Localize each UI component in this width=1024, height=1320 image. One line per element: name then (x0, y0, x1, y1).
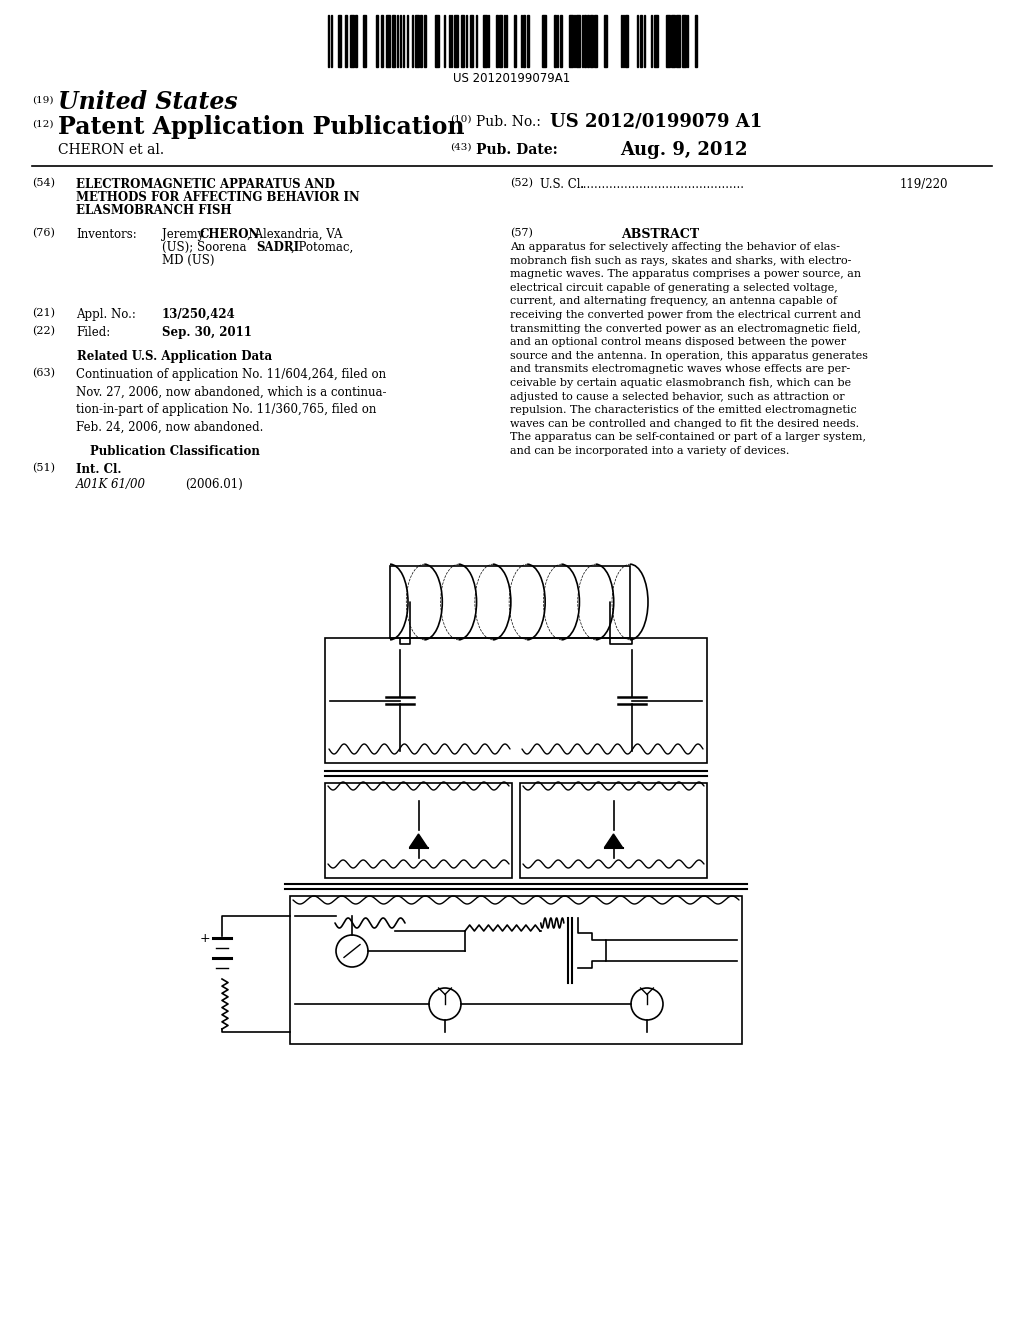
Text: Sep. 30, 2011: Sep. 30, 2011 (162, 326, 252, 339)
Bar (527, 15, 529, 67)
Text: , Potomac,: , Potomac, (291, 242, 353, 253)
Bar (345, 15, 347, 67)
Bar (461, 15, 464, 67)
Bar (376, 15, 378, 67)
Text: (54): (54) (32, 178, 55, 189)
Text: (10): (10) (450, 115, 471, 124)
Text: (43): (43) (450, 143, 471, 152)
Text: (21): (21) (32, 308, 55, 318)
Text: (51): (51) (32, 463, 55, 474)
Text: ABSTRACT: ABSTRACT (621, 228, 699, 242)
Text: 13/250,424: 13/250,424 (162, 308, 236, 321)
Bar (420, 15, 422, 67)
Bar (575, 15, 580, 67)
Text: (19): (19) (32, 96, 53, 106)
Bar (424, 15, 426, 67)
Bar (392, 15, 395, 67)
Text: 119/220: 119/220 (900, 178, 948, 191)
Bar (325, 783, 512, 878)
Text: Aug. 9, 2012: Aug. 9, 2012 (620, 141, 748, 158)
Text: Appl. No.:: Appl. No.: (76, 308, 136, 321)
Text: Pub. No.:: Pub. No.: (476, 115, 541, 129)
Bar (554, 15, 556, 67)
Text: U.S. Cl.: U.S. Cl. (540, 178, 585, 191)
Text: SADRI: SADRI (256, 242, 299, 253)
Bar (362, 15, 366, 67)
Text: Publication Classification: Publication Classification (90, 445, 260, 458)
Text: METHODS FOR AFFECTING BEHAVIOR IN: METHODS FOR AFFECTING BEHAVIOR IN (76, 191, 359, 205)
Bar (496, 15, 498, 67)
Text: Filed:: Filed: (76, 326, 111, 339)
Bar (390, 566, 630, 638)
Text: ............................................: ........................................… (580, 178, 745, 191)
Bar (676, 15, 680, 67)
Bar (542, 15, 546, 67)
Text: (57): (57) (510, 228, 532, 239)
Text: Pub. Date:: Pub. Date: (476, 143, 558, 157)
Bar (350, 15, 354, 67)
Text: Inventors:: Inventors: (76, 228, 137, 242)
Text: (US); Soorena: (US); Soorena (162, 242, 250, 253)
Bar (520, 783, 707, 878)
Text: Related U.S. Application Data: Related U.S. Application Data (78, 350, 272, 363)
Text: ELECTROMAGNETIC APPARATUS AND: ELECTROMAGNETIC APPARATUS AND (76, 178, 335, 191)
Bar (666, 15, 670, 67)
Bar (682, 15, 686, 67)
Text: (2006.01): (2006.01) (185, 478, 243, 491)
Text: (76): (76) (32, 228, 55, 239)
Bar (654, 15, 658, 67)
Bar (584, 15, 586, 67)
Text: CHERON et al.: CHERON et al. (58, 143, 164, 157)
Bar (640, 15, 642, 67)
Bar (454, 15, 458, 67)
Bar (560, 15, 562, 67)
Bar (590, 15, 593, 67)
Bar (338, 15, 341, 67)
Text: A01K 61/00: A01K 61/00 (76, 478, 146, 491)
Text: US 2012/0199079 A1: US 2012/0199079 A1 (550, 114, 762, 131)
Text: (22): (22) (32, 326, 55, 337)
Bar (695, 15, 697, 67)
Text: +: + (200, 932, 211, 945)
Bar (594, 15, 597, 67)
Text: MD (US): MD (US) (162, 253, 214, 267)
Bar (625, 15, 628, 67)
Text: (63): (63) (32, 368, 55, 379)
Text: An apparatus for selectively affecting the behavior of elas-
mobranch fish such : An apparatus for selectively affecting t… (510, 242, 868, 455)
Bar (514, 15, 516, 67)
Bar (604, 15, 607, 67)
Bar (381, 15, 383, 67)
Bar (415, 15, 419, 67)
Bar (587, 15, 589, 67)
Bar (386, 15, 390, 67)
Text: (52): (52) (510, 178, 534, 189)
Bar (355, 15, 357, 67)
Text: Jeremy: Jeremy (162, 228, 208, 242)
Polygon shape (410, 834, 427, 847)
Text: Int. Cl.: Int. Cl. (76, 463, 122, 477)
Text: CHERON: CHERON (199, 228, 259, 242)
Bar (483, 15, 487, 67)
Polygon shape (604, 834, 623, 847)
Text: ELASMOBRANCH FISH: ELASMOBRANCH FISH (76, 205, 231, 216)
Bar (470, 15, 473, 67)
Bar (569, 15, 573, 67)
Bar (290, 896, 742, 1044)
Text: US 20120199079A1: US 20120199079A1 (454, 73, 570, 84)
Text: , Alexandria, VA: , Alexandria, VA (247, 228, 342, 242)
Text: United States: United States (58, 90, 238, 114)
Bar (435, 15, 439, 67)
Text: Patent Application Publication: Patent Application Publication (58, 115, 465, 139)
Text: Continuation of application No. 11/604,264, filed on
Nov. 27, 2006, now abandone: Continuation of application No. 11/604,2… (76, 368, 386, 433)
Bar (671, 15, 675, 67)
Bar (499, 15, 502, 67)
Text: (12): (12) (32, 120, 53, 129)
Bar (325, 638, 707, 763)
Bar (523, 15, 525, 67)
